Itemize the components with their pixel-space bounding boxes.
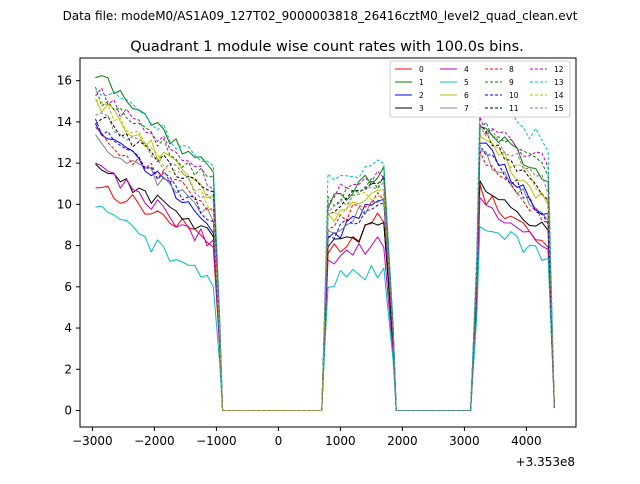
x-tick-label: 4000 [511, 434, 542, 448]
x-offset-label: +3.353e8 [516, 455, 575, 469]
series-line-10 [95, 118, 555, 411]
y-tick-label: 8 [64, 239, 72, 253]
legend-label: 14 [554, 91, 564, 100]
series-layer [95, 75, 555, 411]
x-tick-label: 2000 [387, 434, 418, 448]
series-line-7 [95, 134, 555, 411]
y-tick-label: 14 [57, 115, 72, 129]
y-tick-label: 12 [57, 156, 72, 170]
chart-title: Quadrant 1 module wise count rates with … [130, 39, 524, 55]
series-line-11 [95, 115, 555, 411]
legend-label: 7 [464, 104, 469, 113]
legend-label: 13 [554, 78, 564, 87]
series-line-15 [95, 112, 555, 411]
series-line-5 [95, 205, 555, 411]
legend-box [389, 60, 571, 118]
x-tick-label: 3000 [449, 434, 480, 448]
y-tick-label: 0 [64, 404, 72, 418]
figure-suptitle: Data file: modeM0/AS1A09_127T02_90000038… [63, 9, 578, 23]
legend-label: 10 [509, 91, 519, 100]
plot-frame [79, 57, 577, 428]
legend-label: 11 [509, 104, 519, 113]
y-tick-label: 6 [64, 280, 72, 294]
legend-label: 5 [464, 78, 469, 87]
series-line-13 [95, 90, 555, 411]
legend-label: 1 [419, 78, 424, 87]
x-tick-label: −2000 [134, 434, 175, 448]
y-tick-label: 4 [64, 321, 72, 335]
series-line-6 [95, 98, 555, 411]
y-tick-label: 16 [57, 74, 72, 88]
legend-label: 8 [509, 65, 514, 74]
legend-label: 6 [464, 91, 469, 100]
legend-label: 15 [554, 104, 564, 113]
x-tick-label: 1000 [325, 434, 356, 448]
legend-label: 0 [419, 65, 424, 74]
x-tick-label: 0 [275, 434, 283, 448]
legend-label: 9 [509, 78, 514, 87]
y-tick-label: 2 [64, 362, 72, 376]
legend-label: 3 [419, 104, 424, 113]
axis-layer: −3000 −2000 −1000 0 1000 2000 3000 4000 0 2 4 6 8 10 1… [57, 74, 542, 448]
series-line-2 [95, 123, 555, 411]
series-line-14 [95, 99, 555, 411]
y-tick-label: 10 [57, 197, 72, 211]
legend-label: 4 [464, 65, 469, 74]
legend-label: 12 [554, 65, 564, 74]
legend-label: 2 [419, 91, 424, 100]
x-tick-label: −3000 [72, 434, 113, 448]
x-tick-label: −1000 [196, 434, 237, 448]
